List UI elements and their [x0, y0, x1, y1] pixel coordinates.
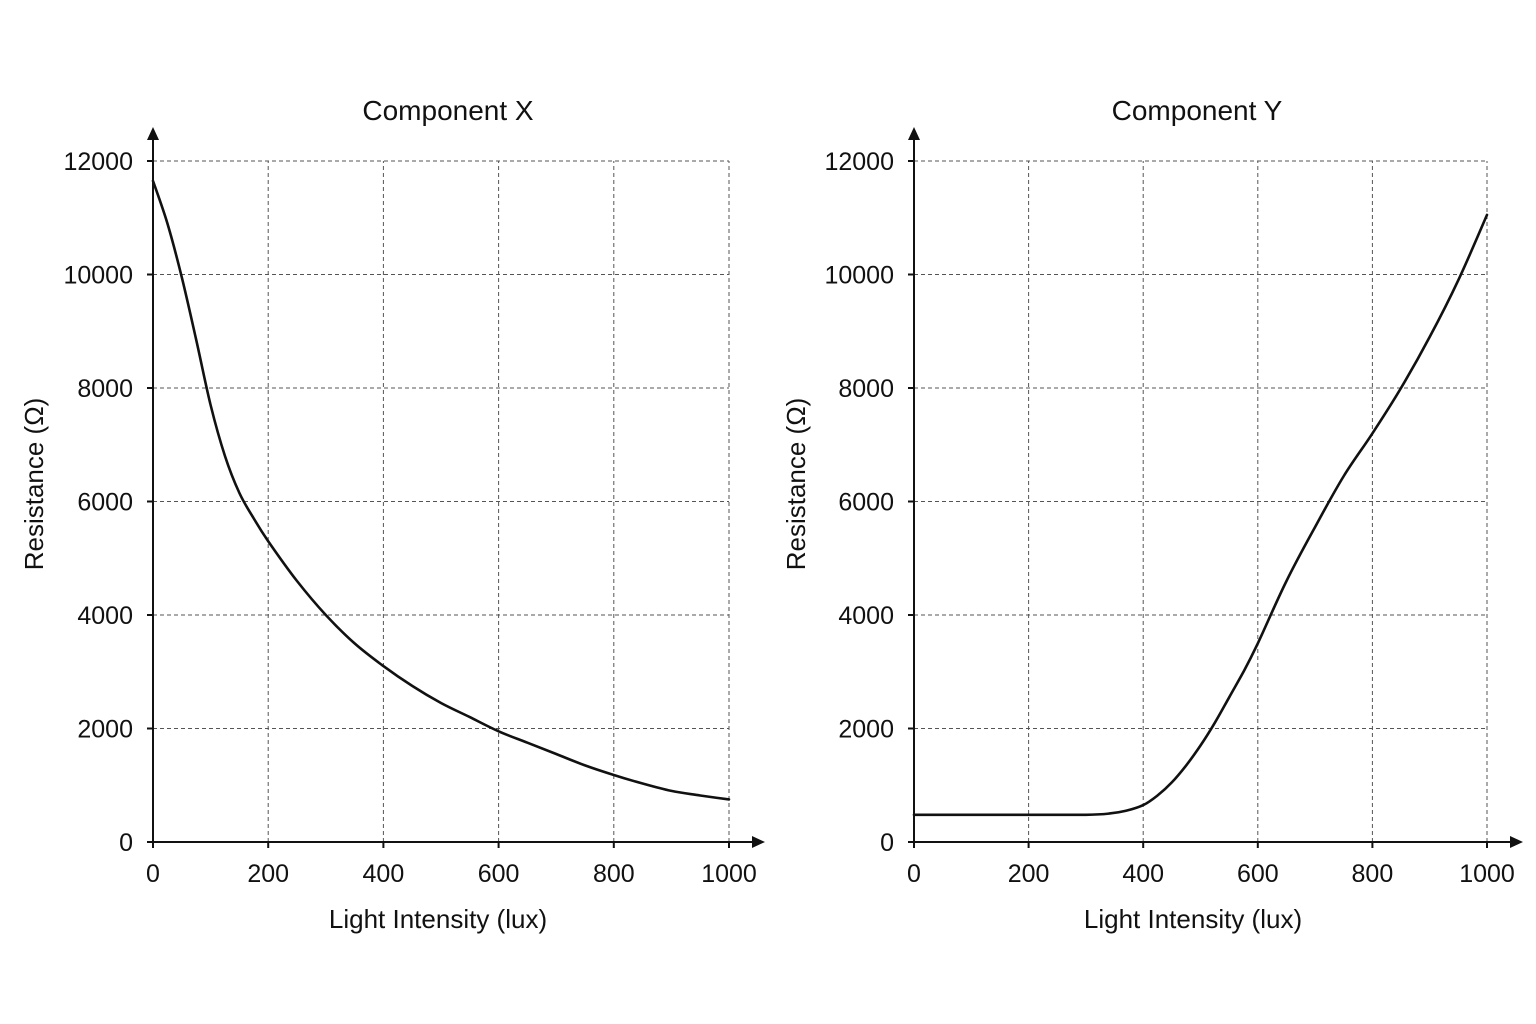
y-tick-label: 2000: [838, 716, 894, 744]
y-tick-label: 6000: [838, 489, 894, 517]
chart-panel-component-y: Component Y Light Intensity (lux) Resist…: [781, 95, 1523, 934]
y-tick-label: 12000: [63, 148, 133, 176]
grid: [914, 160, 1488, 842]
y-tick-label: 10000: [824, 262, 894, 290]
y-tick-label: 4000: [838, 602, 894, 630]
x-tick-label: 0: [907, 860, 921, 888]
y-tick-label: 8000: [838, 375, 894, 403]
x-tick-label: 200: [1008, 860, 1050, 888]
y-axis-arrow: [147, 127, 159, 140]
y-axis-arrow: [908, 127, 920, 140]
x-tick-label: 400: [363, 860, 405, 888]
y-axis-label: Resistance (Ω): [781, 398, 811, 571]
grid: [153, 160, 730, 842]
x-axis-label: Light Intensity (lux): [329, 904, 547, 934]
y-tick-label: 4000: [77, 602, 133, 630]
series-line: [912, 213, 1489, 817]
y-tick-label: 0: [119, 829, 133, 857]
x-tick-label: 1000: [1459, 860, 1515, 888]
x-tick-label: 600: [1237, 860, 1279, 888]
x-tick-label: 600: [478, 860, 520, 888]
chart-panel-component-x: Component X Light Intensity (lux) Resist…: [19, 95, 765, 934]
x-tick-label: 800: [1352, 860, 1394, 888]
x-tick-label: 1000: [701, 860, 757, 888]
y-tick-label: 0: [880, 829, 894, 857]
chart-title: Component Y: [1112, 95, 1283, 126]
x-axis-arrow: [1510, 836, 1523, 848]
y-tick-label: 10000: [63, 262, 133, 290]
y-tick-label: 8000: [77, 375, 133, 403]
x-tick-label: 800: [593, 860, 635, 888]
y-tick-label: 12000: [824, 148, 894, 176]
y-axis-label: Resistance (Ω): [19, 398, 49, 571]
x-tick-label: 400: [1122, 860, 1164, 888]
x-axis-arrow: [752, 836, 765, 848]
y-tick-label: 2000: [77, 716, 133, 744]
y-tick-label: 6000: [77, 489, 133, 517]
x-tick-label: 200: [247, 860, 289, 888]
x-axis-label: Light Intensity (lux): [1084, 904, 1302, 934]
chart-title: Component X: [362, 95, 534, 126]
x-tick-label: 0: [146, 860, 160, 888]
series-line: [151, 179, 731, 801]
